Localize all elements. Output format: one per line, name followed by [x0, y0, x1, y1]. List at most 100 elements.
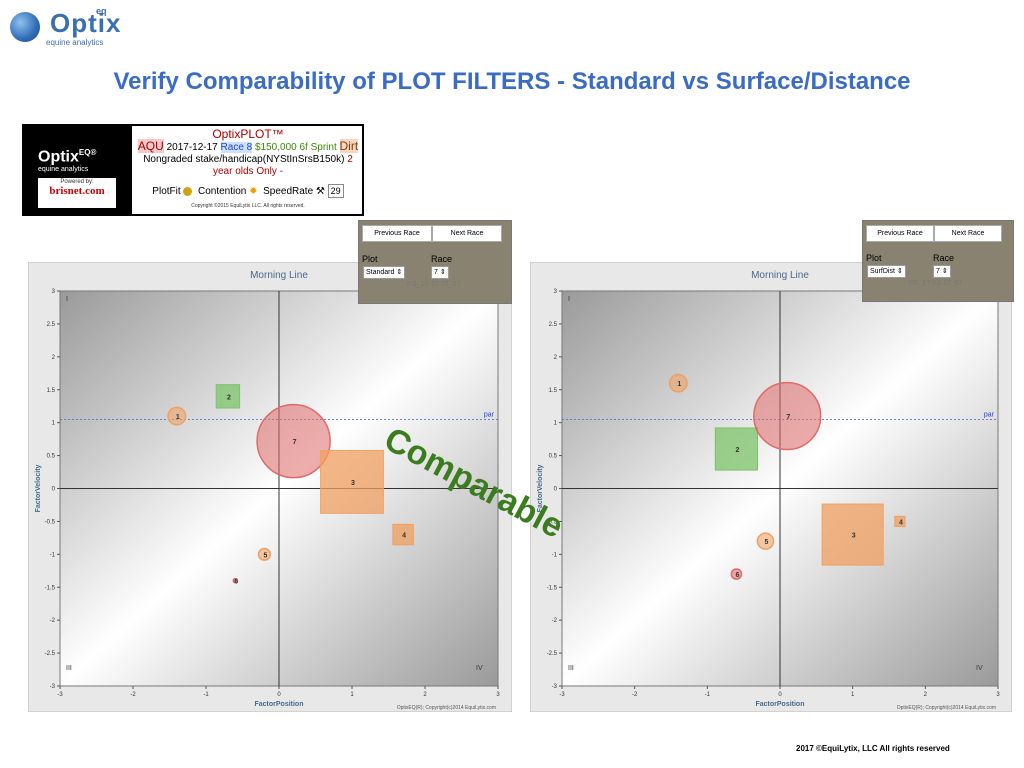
horse-marker-3 [821, 503, 884, 566]
conditions-line: Nongraded stake/handicap(NYStInSrsB150k)… [134, 154, 362, 178]
horse-marker-4 [894, 515, 906, 528]
footer-copyright: 2017 ©EquiLytix, LLC All rights reserved [796, 744, 950, 753]
plot-select[interactable]: SurfDist ⇕ [867, 265, 906, 278]
info-details: OptixPLOT™ AQU 2017-12-17 Race 8 $150,00… [134, 126, 362, 212]
horse-marker-7 [256, 403, 331, 479]
info-logo-text: OptixEQ® [38, 148, 97, 166]
y-tick-label: 0.5 [47, 454, 56, 460]
y-tick-label: -2.5 [45, 651, 56, 657]
y-tick-label: -0.5 [45, 519, 56, 525]
logo-brand: Optix [50, 8, 122, 38]
info-copyright: Copyright ©2015 EquiLytix LLC. All right… [191, 203, 305, 209]
y-tick-label: -1.5 [45, 585, 56, 591]
conditions: Nongraded stake/handicap(NYStInSrsB150k) [143, 154, 345, 165]
y-tick-label: -1 [552, 552, 558, 558]
y-tick-label: 1 [554, 421, 558, 427]
x-tick-label: -2 [632, 692, 638, 698]
horse-label-3: 3 [351, 480, 355, 487]
info-logo-panel: OptixEQ® equine analytics Powered by: br… [24, 126, 132, 214]
horse-label-1: 1 [677, 381, 681, 388]
y-tick-label: -2.5 [547, 651, 558, 657]
y-tick-label: 0 [554, 487, 558, 493]
plot-label: Plot [362, 254, 378, 264]
plot-select[interactable]: Standard ⇕ [363, 266, 406, 279]
horse-marker-1 [668, 373, 688, 393]
horse-marker-1 [167, 406, 187, 426]
pickaxe-icon: ⚒ [315, 186, 325, 197]
surface: Dirt [339, 139, 359, 153]
race-select[interactable]: 7 ⇕ [933, 265, 951, 278]
x-tick-label: 2 [423, 692, 427, 698]
quadrant-label-iv: IV [476, 665, 483, 672]
horse-label-1: 1 [176, 414, 180, 421]
y-tick-label: -1.5 [547, 585, 558, 591]
sun-icon: ✹ [249, 186, 258, 197]
prev-race-button[interactable]: Previous Race [362, 225, 432, 242]
page-title: Verify Comparability of PLOT FILTERS - S… [113, 68, 911, 95]
x-axis-label: FactorPosition [755, 701, 804, 708]
y-tick-label: 1 [52, 421, 56, 427]
horse-marker-2 [215, 384, 241, 409]
plot-label: Plot [866, 253, 882, 263]
brisnet-badge: Powered by: brisnet.com [38, 178, 116, 208]
horse-label-2: 2 [227, 394, 231, 401]
left-nav-panel: Previous Race Next Race Plot Race Standa… [358, 220, 512, 304]
y-tick-label: 0 [52, 487, 56, 493]
x-tick-label: -3 [57, 692, 63, 698]
track-code: AQU [137, 139, 164, 153]
quadrant-label-iv: IV [976, 665, 983, 672]
plotfit-icon [183, 186, 193, 196]
next-race-button[interactable]: Next Race [934, 225, 1002, 242]
quadrant-label-i: I [568, 296, 570, 303]
horse-marker-6 [730, 568, 743, 580]
race-code: FG_17-12-17_07 [909, 280, 963, 287]
y-tick-label: 2 [52, 355, 56, 361]
x-tick-label: 0 [778, 692, 782, 698]
horse-label-2: 2 [735, 447, 739, 454]
race-line: AQU 2017-12-17 Race 8 $150,000 6f Sprint… [134, 139, 362, 154]
horse-marker-2 [714, 427, 758, 471]
race-label: Race [431, 254, 453, 264]
horse-marker-3 [320, 450, 384, 514]
chart-title: Morning Line [751, 270, 809, 281]
x-tick-label: 3 [496, 692, 500, 698]
horse-label-7: 7 [293, 439, 297, 446]
horse-label-7: 7 [786, 414, 790, 421]
y-tick-label: 0.5 [549, 454, 558, 460]
purse-distance: $150,000 6f Sprint [255, 142, 337, 153]
race-label: Race [933, 253, 955, 263]
horse-marker-5 [756, 532, 775, 550]
quadrant-label-iii: III [568, 665, 574, 672]
y-tick-label: -3 [50, 684, 56, 690]
x-tick-label: -1 [705, 692, 711, 698]
speedrate-value: 29 [327, 184, 344, 198]
y-axis-label: FactorVelocity [537, 464, 544, 512]
horse-label-4: 4 [402, 533, 406, 540]
quadrant-label-i: I [66, 296, 68, 303]
race-code: FG_17-12-17_07 [407, 281, 461, 288]
y-tick-label: -2 [552, 618, 558, 624]
horse-label-6: 6 [234, 579, 238, 586]
horse-marker-7 [753, 381, 822, 451]
prev-race-button[interactable]: Previous Race [866, 225, 934, 242]
optix-logo: Optix eq equine analytics [6, 6, 120, 50]
x-tick-label: 3 [996, 692, 1000, 698]
chart-left: Morning Line par -3 -2 -1 0 1 2 3 3 2.5 2 1.5 1 0.5 0 -0… [28, 262, 512, 712]
horse-marker-5 [257, 547, 271, 561]
par-label: par [984, 411, 995, 418]
y-tick-label: 2.5 [47, 322, 56, 328]
y-tick-label: -3 [552, 684, 558, 690]
quadrant-label-iii: III [66, 665, 72, 672]
x-tick-label: -2 [130, 692, 136, 698]
next-race-button[interactable]: Next Race [432, 225, 502, 242]
chart-right: Morning Line par -3 -2 -1 0 1 2 3 3 2.5 2 1.5 1 0.5 0 -0… [530, 262, 1012, 712]
logo-globe-icon [10, 12, 40, 42]
y-tick-label: 1.5 [549, 388, 558, 394]
right-nav-panel: Previous Race Next Race Plot Race SurfDi… [862, 220, 1014, 302]
horse-marker-4 [392, 523, 414, 546]
x-tick-label: 0 [277, 692, 281, 698]
race-number: Race 8 [220, 142, 253, 153]
race-select[interactable]: 7 ⇕ [431, 266, 449, 279]
horse-label-4: 4 [899, 519, 903, 526]
info-logo-sub: equine analytics [38, 166, 89, 173]
